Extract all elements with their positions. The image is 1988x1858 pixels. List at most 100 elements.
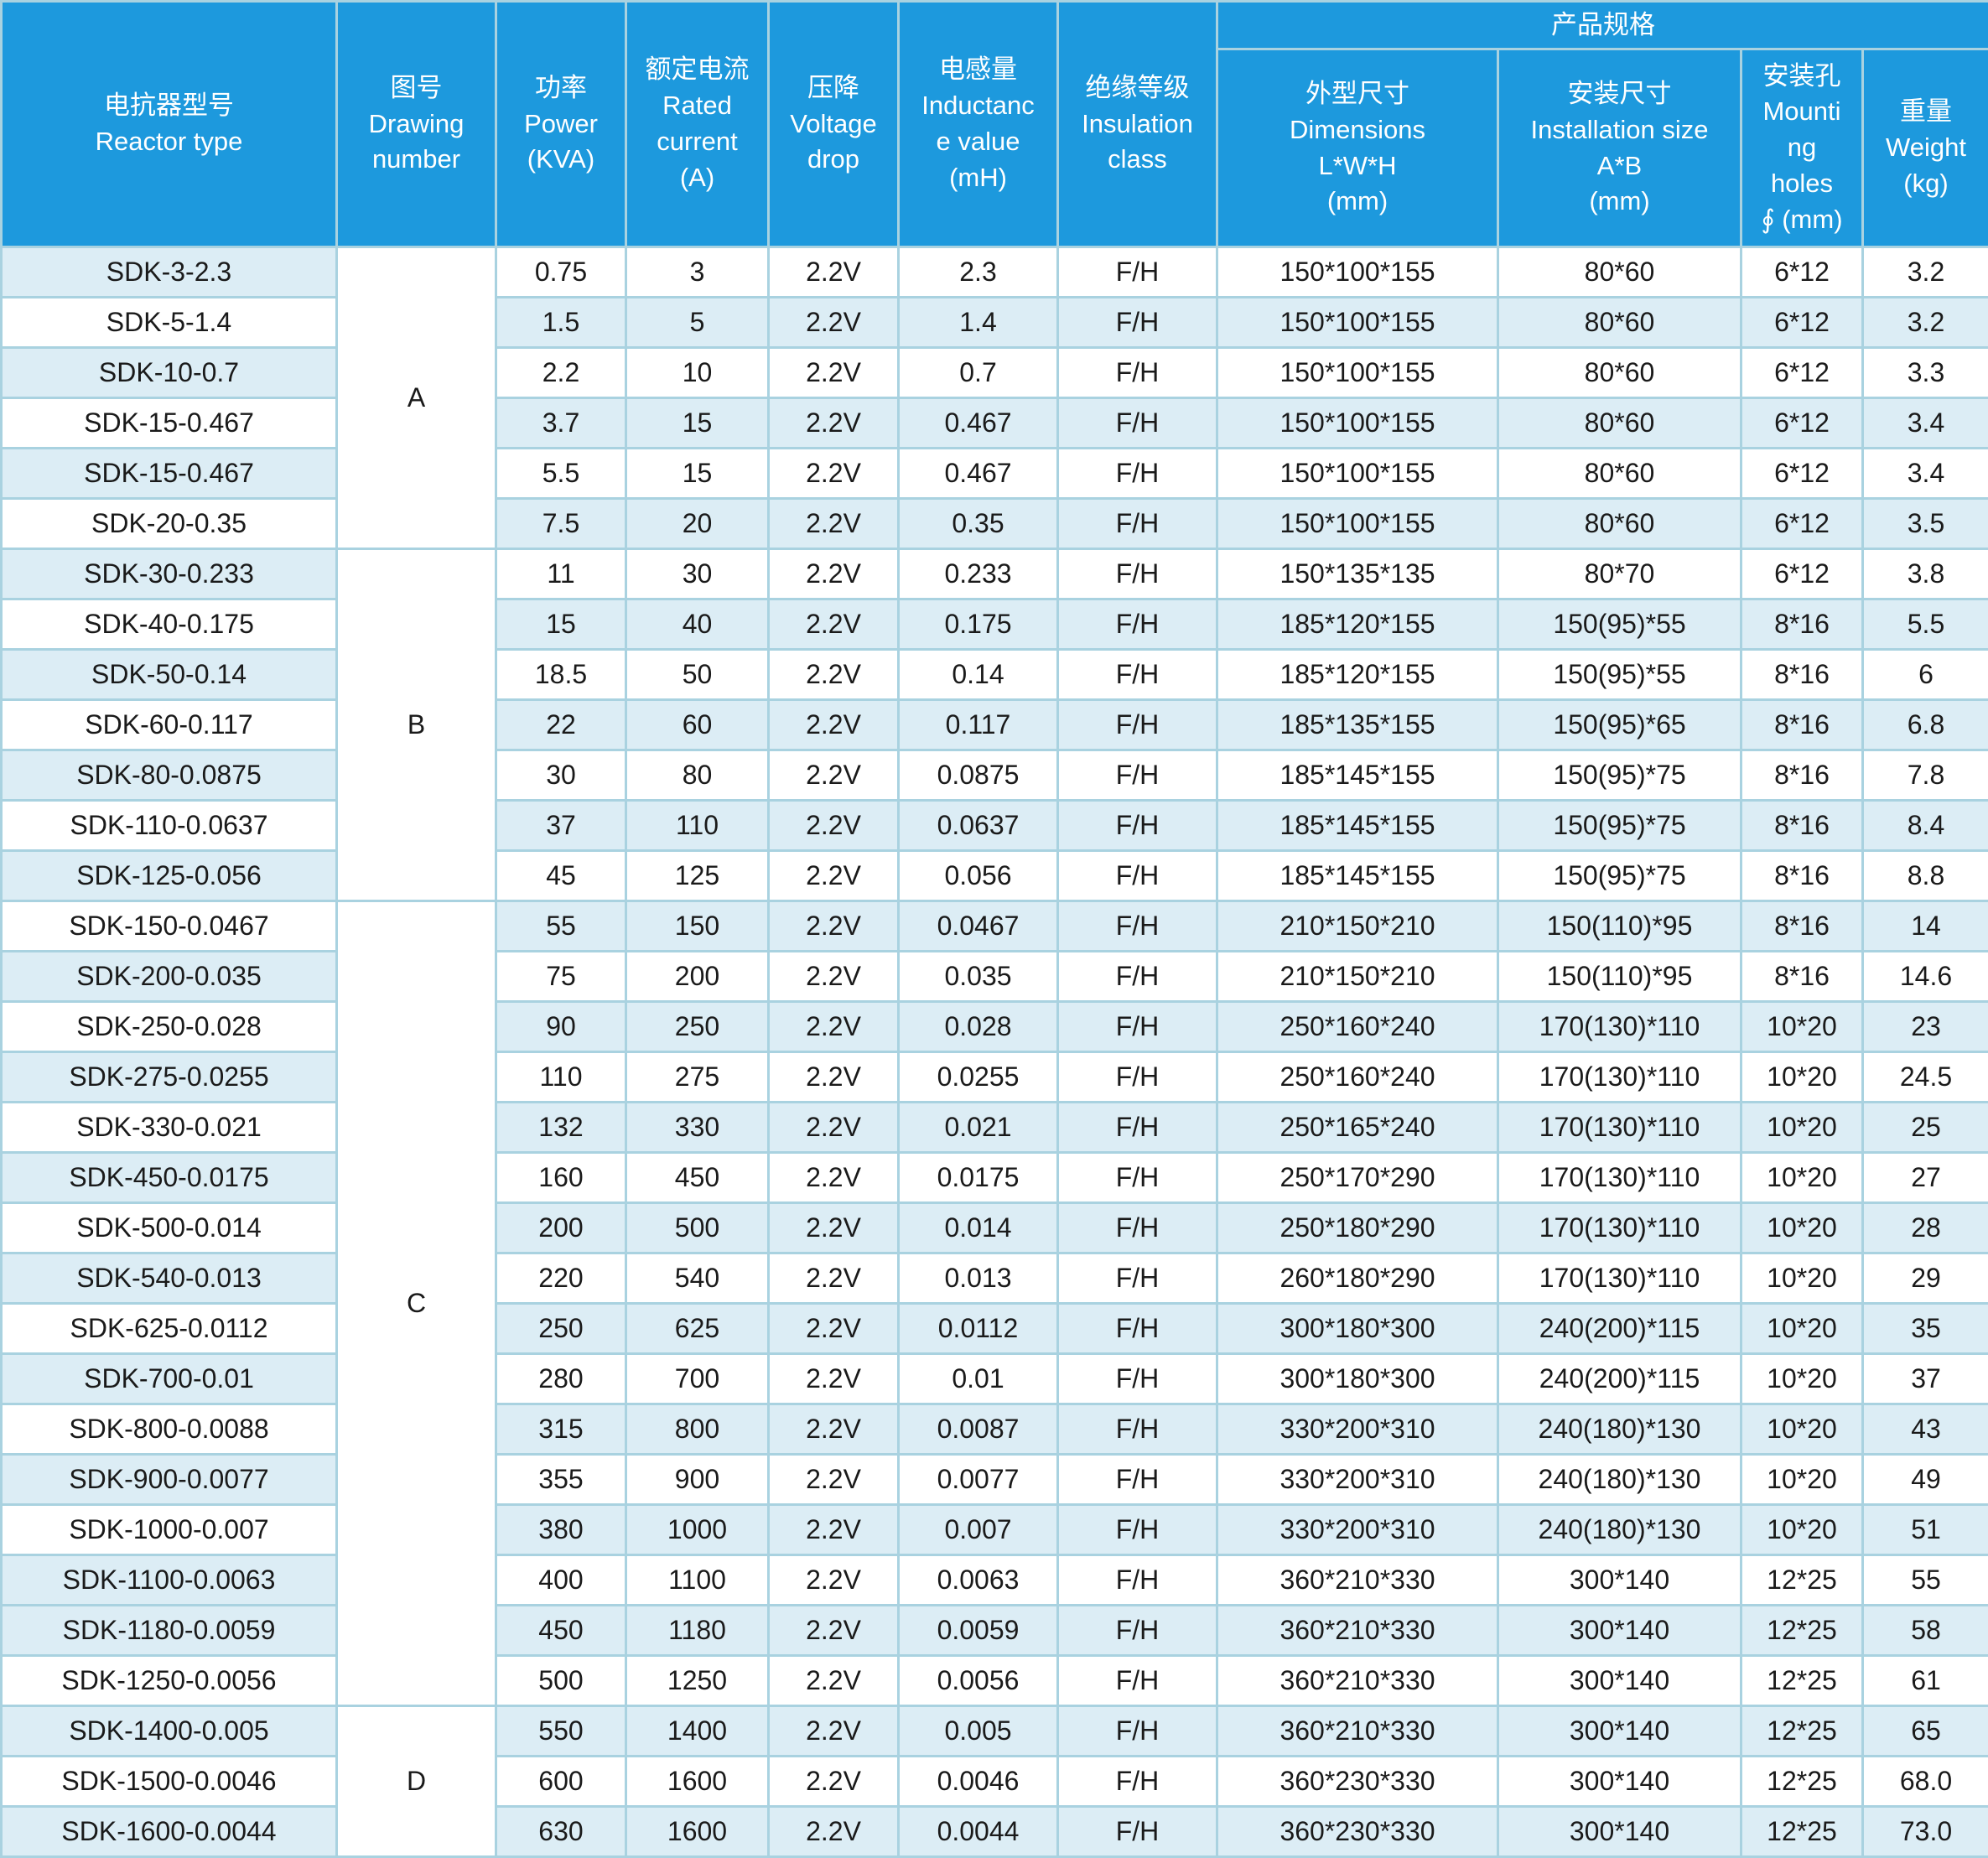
cell-installation-size: 170(130)*110 — [1498, 1203, 1741, 1253]
cell-power: 5.5 — [496, 449, 626, 499]
cell-weight: 68.0 — [1863, 1757, 1988, 1807]
cell-drawing-number: C — [337, 901, 496, 1706]
cell-mounting-holes: 8*16 — [1741, 750, 1863, 801]
cell-power: 280 — [496, 1354, 626, 1404]
cell-rated-current: 1250 — [626, 1656, 769, 1706]
cell-installation-size: 300*140 — [1498, 1757, 1741, 1807]
cell-dimensions: 250*180*290 — [1217, 1203, 1498, 1253]
cell-voltage-drop: 2.2V — [769, 1203, 899, 1253]
cell-rated-current: 900 — [626, 1455, 769, 1505]
cell-reactor-type: SDK-330-0.021 — [2, 1103, 337, 1153]
cell-voltage-drop: 2.2V — [769, 1455, 899, 1505]
cell-installation-size: 150(95)*55 — [1498, 650, 1741, 700]
cell-voltage-drop: 2.2V — [769, 1103, 899, 1153]
cell-reactor-type: SDK-110-0.0637 — [2, 801, 337, 851]
cell-mounting-holes: 8*16 — [1741, 851, 1863, 901]
cell-voltage-drop: 2.2V — [769, 801, 899, 851]
cell-power: 1.5 — [496, 298, 626, 348]
cell-voltage-drop: 2.2V — [769, 1002, 899, 1052]
cell-reactor-type: SDK-700-0.01 — [2, 1354, 337, 1404]
cell-weight: 55 — [1863, 1555, 1988, 1606]
col-header-mounting-holes: 安装孔 Mounti ng holes ∮ (mm) — [1741, 49, 1863, 247]
cell-rated-current: 15 — [626, 398, 769, 449]
cell-rated-current: 700 — [626, 1354, 769, 1404]
cell-mounting-holes: 8*16 — [1741, 650, 1863, 700]
cell-power: 220 — [496, 1253, 626, 1304]
cell-mounting-holes: 10*20 — [1741, 1052, 1863, 1103]
cell-insulation-class: F/H — [1058, 1807, 1217, 1857]
cell-reactor-type: SDK-150-0.0467 — [2, 901, 337, 952]
cell-mounting-holes: 6*12 — [1741, 247, 1863, 298]
cell-mounting-holes: 12*25 — [1741, 1555, 1863, 1606]
cell-dimensions: 185*120*155 — [1217, 599, 1498, 650]
cell-dimensions: 250*165*240 — [1217, 1103, 1498, 1153]
cell-voltage-drop: 2.2V — [769, 247, 899, 298]
cell-installation-size: 240(180)*130 — [1498, 1505, 1741, 1555]
cell-dimensions: 260*180*290 — [1217, 1253, 1498, 1304]
cell-inductance: 0.0063 — [899, 1555, 1058, 1606]
cell-installation-size: 150(95)*75 — [1498, 750, 1741, 801]
cell-mounting-holes: 10*20 — [1741, 1404, 1863, 1455]
cell-dimensions: 300*180*300 — [1217, 1304, 1498, 1354]
cell-inductance: 0.233 — [899, 549, 1058, 599]
cell-dimensions: 150*100*155 — [1217, 499, 1498, 549]
cell-insulation-class: F/H — [1058, 1153, 1217, 1203]
cell-insulation-class: F/H — [1058, 1455, 1217, 1505]
cell-power: 15 — [496, 599, 626, 650]
cell-dimensions: 210*150*210 — [1217, 901, 1498, 952]
header-row-top: 电抗器型号 Reactor type 图号 Drawing number 功率 … — [2, 2, 1988, 49]
cell-dimensions: 360*230*330 — [1217, 1807, 1498, 1857]
cell-installation-size: 300*140 — [1498, 1706, 1741, 1757]
cell-power: 450 — [496, 1606, 626, 1656]
cell-installation-size: 300*140 — [1498, 1606, 1741, 1656]
cell-insulation-class: F/H — [1058, 599, 1217, 650]
cell-reactor-type: SDK-1180-0.0059 — [2, 1606, 337, 1656]
cell-weight: 35 — [1863, 1304, 1988, 1354]
cell-inductance: 0.0175 — [899, 1153, 1058, 1203]
cell-mounting-holes: 8*16 — [1741, 700, 1863, 750]
cell-weight: 51 — [1863, 1505, 1988, 1555]
cell-insulation-class: F/H — [1058, 1505, 1217, 1555]
cell-dimensions: 150*135*135 — [1217, 549, 1498, 599]
cell-power: 55 — [496, 901, 626, 952]
cell-inductance: 2.3 — [899, 247, 1058, 298]
col-header-voltage-drop: 压降 Voltage drop — [769, 2, 899, 247]
cell-installation-size: 170(130)*110 — [1498, 1253, 1741, 1304]
cell-insulation-class: F/H — [1058, 1757, 1217, 1807]
cell-reactor-type: SDK-275-0.0255 — [2, 1052, 337, 1103]
cell-rated-current: 500 — [626, 1203, 769, 1253]
cell-power: 500 — [496, 1656, 626, 1706]
col-header-rated-current: 额定电流 Rated current (A) — [626, 2, 769, 247]
cell-power: 3.7 — [496, 398, 626, 449]
cell-power: 380 — [496, 1505, 626, 1555]
cell-mounting-holes: 8*16 — [1741, 901, 1863, 952]
cell-inductance: 0.028 — [899, 1002, 1058, 1052]
cell-weight: 61 — [1863, 1656, 1988, 1706]
cell-dimensions: 185*145*155 — [1217, 750, 1498, 801]
cell-mounting-holes: 6*12 — [1741, 298, 1863, 348]
cell-mounting-holes: 10*20 — [1741, 1354, 1863, 1404]
cell-insulation-class: F/H — [1058, 1253, 1217, 1304]
cell-weight: 3.2 — [1863, 298, 1988, 348]
cell-voltage-drop: 2.2V — [769, 1555, 899, 1606]
cell-reactor-type: SDK-50-0.14 — [2, 650, 337, 700]
cell-dimensions: 330*200*310 — [1217, 1404, 1498, 1455]
cell-inductance: 0.0044 — [899, 1807, 1058, 1857]
cell-weight: 43 — [1863, 1404, 1988, 1455]
cell-power: 7.5 — [496, 499, 626, 549]
cell-power: 110 — [496, 1052, 626, 1103]
cell-weight: 23 — [1863, 1002, 1988, 1052]
